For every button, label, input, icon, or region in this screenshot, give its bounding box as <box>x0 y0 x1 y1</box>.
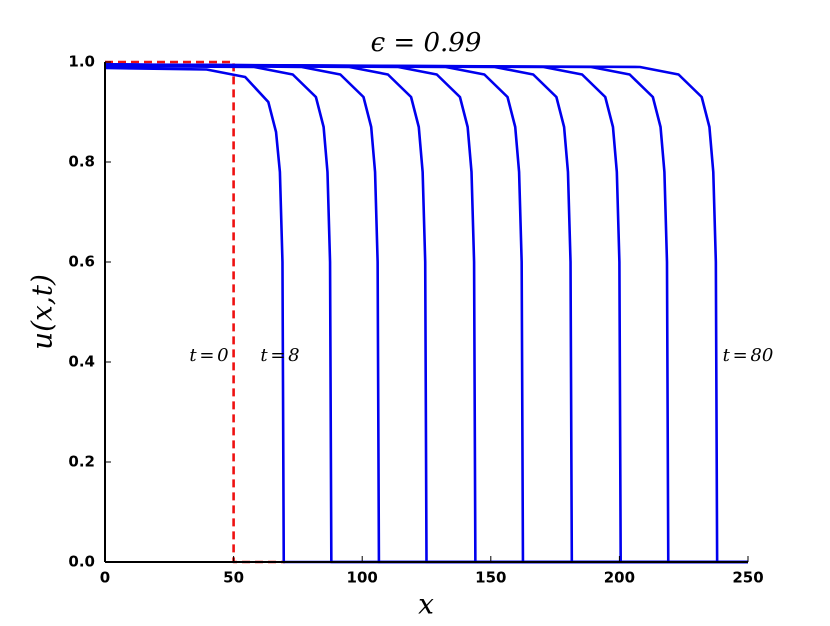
curve <box>104 63 748 564</box>
x-tick-label: 150 <box>475 569 506 587</box>
annotation: t = 8 <box>260 345 299 366</box>
y-tick-label: 1.0 <box>68 53 95 71</box>
annotation: t = 0 <box>189 345 228 366</box>
y-axis-label: u(x,t) <box>26 274 59 350</box>
curve <box>104 63 748 564</box>
curve <box>104 64 748 564</box>
x-axis-label: x <box>418 588 434 621</box>
y-tick-label: 0.4 <box>68 353 95 371</box>
x-tick-label: 200 <box>604 569 635 587</box>
x-tick-label: 100 <box>347 569 378 587</box>
y-tick-label: 0.6 <box>68 253 95 271</box>
curve <box>104 63 748 564</box>
y-tick-label: 0.8 <box>68 153 95 171</box>
annotation: t = 80 <box>723 345 774 366</box>
curve <box>104 63 748 564</box>
y-tick-label: 0.2 <box>68 453 95 471</box>
chart-title: ϵ = 0.99 <box>371 28 482 58</box>
curve <box>104 66 748 564</box>
curve <box>104 63 748 564</box>
curve <box>105 60 286 564</box>
curve <box>104 63 748 564</box>
y-tick-label: 0.0 <box>68 553 95 571</box>
x-tick-label: 0 <box>100 569 110 587</box>
x-tick-label: 250 <box>732 569 763 587</box>
x-tick-label: 50 <box>223 569 244 587</box>
curve <box>104 63 748 564</box>
curve <box>104 63 748 564</box>
